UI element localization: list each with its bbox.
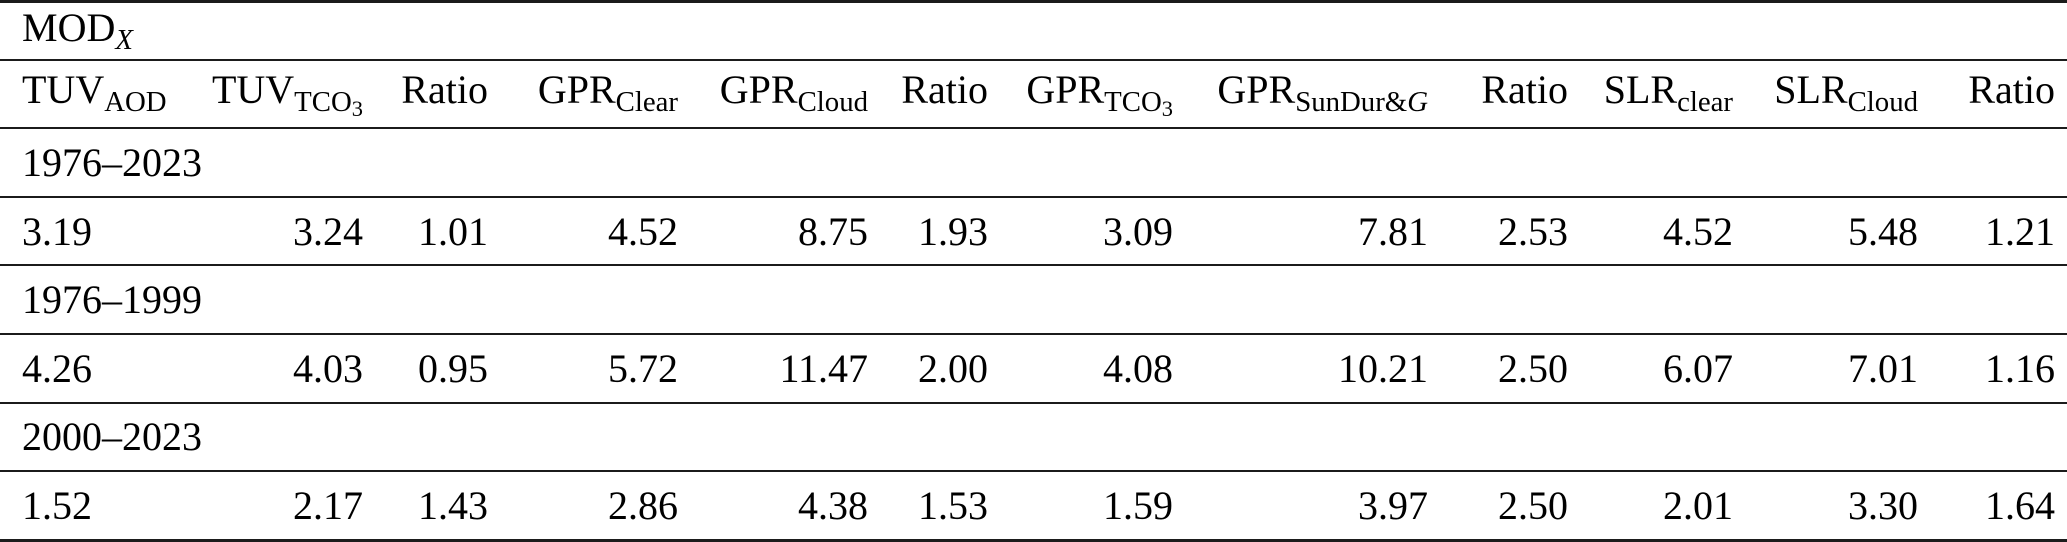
data-cell: 2.17 [293,483,363,529]
column-header-slr-cloud: SLRCloud [1774,66,1918,118]
data-cell: 2.50 [1498,345,1568,391]
column-header-ratio-2: Ratio [901,66,988,112]
column-header-gpr-clear: GPRClear [537,66,678,118]
data-cell: 4.03 [293,345,363,391]
data-cell: 1.64 [1985,483,2055,529]
data-cell: 0.95 [418,345,488,391]
data-cell: 1.43 [418,483,488,529]
data-cell: 1.16 [1985,345,2055,391]
data-cell: 11.47 [779,345,868,391]
column-header-gpr-tco3: GPRTCO3 [1026,66,1173,121]
data-cell: 1.59 [1103,483,1173,529]
table-title: MODX [0,2,2067,60]
data-cell: 2.50 [1498,483,1568,529]
data-cell: 3.24 [293,208,363,254]
data-cell: 2.53 [1498,208,1568,254]
section-period-label: 1976–2023 [22,139,202,185]
data-row-1976-1999: 4.26 4.03 0.95 5.72 11.47 2.00 4.08 10.2… [0,334,2067,403]
data-cell: 5.48 [1848,208,1918,254]
column-header-gpr-cloud: GPRCloud [719,66,868,118]
data-cell: 2.86 [608,483,678,529]
data-cell: 1.93 [918,208,988,254]
column-header-tuv-aod: TUVAOD [22,66,167,118]
data-cell: 1.01 [418,208,488,254]
data-cell: 4.08 [1103,345,1173,391]
column-header-tuv-tco3: TUVTCO3 [211,66,363,121]
data-cell: 2.00 [918,345,988,391]
data-cell: 3.19 [22,208,92,254]
data-cell: 10.21 [1338,345,1428,391]
data-cell: 8.75 [798,208,868,254]
data-cell: 5.72 [608,345,678,391]
data-cell: 4.52 [608,208,678,254]
column-header-ratio-4: Ratio [1968,66,2055,112]
table-title-row: MODX [0,2,2067,60]
column-header-row: TUVAOD TUVTCO3 Ratio GPRClear GPRCloud R… [0,60,2067,129]
section-period-label: 2000–2023 [22,414,202,460]
data-cell: 7.81 [1358,208,1428,254]
data-cell: 1.52 [22,483,92,529]
data-cell: 2.01 [1663,483,1733,529]
data-cell: 4.38 [798,483,868,529]
column-header-slr-clear: SLRclear [1603,66,1733,118]
column-header-ratio-1: Ratio [401,66,488,112]
column-header-gpr-sundur-g: GPRSunDur&G [1217,66,1428,118]
data-cell: 3.09 [1103,208,1173,254]
data-row-1976-2023: 3.19 3.24 1.01 4.52 8.75 1.93 3.09 7.81 … [0,197,2067,266]
data-cell: 4.26 [22,345,92,391]
data-row-2000-2023: 1.52 2.17 1.43 2.86 4.38 1.53 1.59 3.97 … [0,471,2067,541]
data-cell: 1.21 [1985,208,2055,254]
title-subscript: X [115,24,133,57]
section-row-1976-2023: 1976–2023 [0,128,2067,197]
data-cell: 3.97 [1358,483,1428,529]
column-header-ratio-3: Ratio [1481,66,1568,112]
section-row-2000-2023: 2000–2023 [0,403,2067,472]
data-cell: 1.53 [918,483,988,529]
data-cell: 7.01 [1848,345,1918,391]
section-row-1976-1999: 1976–1999 [0,265,2067,335]
title-base: MOD [22,5,116,51]
section-period-label: 1976–1999 [22,277,202,323]
data-cell: 3.30 [1848,483,1918,529]
data-cell: 4.52 [1663,208,1733,254]
data-cell: 6.07 [1663,345,1733,391]
